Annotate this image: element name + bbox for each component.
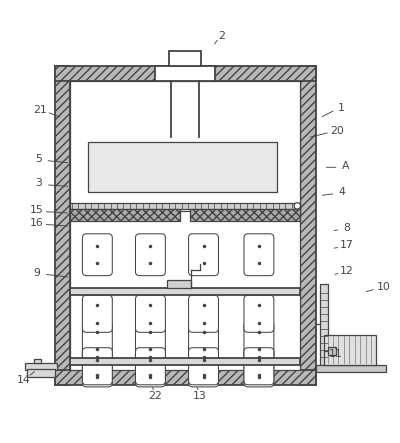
Bar — [316, 365, 386, 372]
Bar — [320, 284, 328, 365]
Text: 5: 5 — [35, 154, 42, 164]
Bar — [54, 66, 70, 385]
Text: 15: 15 — [30, 205, 44, 215]
Bar — [70, 209, 180, 221]
FancyBboxPatch shape — [244, 295, 274, 332]
Bar — [54, 66, 316, 81]
FancyBboxPatch shape — [188, 234, 218, 276]
Text: 16: 16 — [30, 218, 44, 228]
Bar — [324, 335, 376, 365]
Text: 17: 17 — [340, 241, 354, 250]
Bar — [300, 66, 316, 385]
Bar — [70, 81, 300, 370]
Text: 12: 12 — [340, 266, 354, 276]
Bar — [155, 66, 215, 81]
Text: 1: 1 — [338, 103, 345, 113]
FancyBboxPatch shape — [82, 348, 112, 385]
FancyBboxPatch shape — [244, 322, 274, 359]
FancyBboxPatch shape — [82, 322, 112, 359]
Text: 22: 22 — [148, 391, 162, 400]
Text: 20: 20 — [330, 126, 344, 136]
FancyBboxPatch shape — [136, 234, 165, 276]
Text: 21: 21 — [33, 105, 47, 115]
Text: 10: 10 — [376, 282, 390, 292]
Text: 2: 2 — [218, 31, 225, 41]
Bar — [54, 370, 316, 385]
FancyBboxPatch shape — [136, 350, 165, 387]
Text: 4: 4 — [338, 187, 345, 197]
Text: 11: 11 — [329, 349, 342, 359]
Bar — [169, 51, 201, 66]
Bar — [70, 203, 300, 209]
FancyBboxPatch shape — [244, 350, 274, 387]
Bar — [25, 363, 56, 370]
FancyBboxPatch shape — [244, 348, 274, 385]
Text: 3: 3 — [36, 178, 42, 188]
FancyBboxPatch shape — [82, 350, 112, 387]
FancyBboxPatch shape — [136, 348, 165, 385]
Text: 13: 13 — [193, 391, 207, 400]
Bar — [70, 288, 300, 295]
FancyBboxPatch shape — [82, 234, 112, 276]
Bar — [34, 359, 41, 363]
FancyBboxPatch shape — [136, 322, 165, 359]
Circle shape — [294, 203, 300, 209]
Bar — [70, 81, 300, 211]
Text: 9: 9 — [33, 268, 40, 277]
Bar — [70, 358, 300, 365]
Bar — [328, 347, 336, 355]
Bar — [190, 209, 300, 221]
FancyBboxPatch shape — [244, 234, 274, 276]
Bar — [166, 280, 190, 288]
Text: 8: 8 — [343, 223, 350, 233]
Text: A: A — [342, 161, 349, 171]
Bar — [27, 369, 54, 377]
FancyBboxPatch shape — [82, 295, 112, 332]
FancyBboxPatch shape — [188, 348, 218, 385]
FancyBboxPatch shape — [188, 350, 218, 387]
Bar — [88, 142, 277, 191]
FancyBboxPatch shape — [188, 295, 218, 332]
FancyBboxPatch shape — [136, 295, 165, 332]
Text: 14: 14 — [17, 375, 31, 385]
FancyBboxPatch shape — [188, 322, 218, 359]
